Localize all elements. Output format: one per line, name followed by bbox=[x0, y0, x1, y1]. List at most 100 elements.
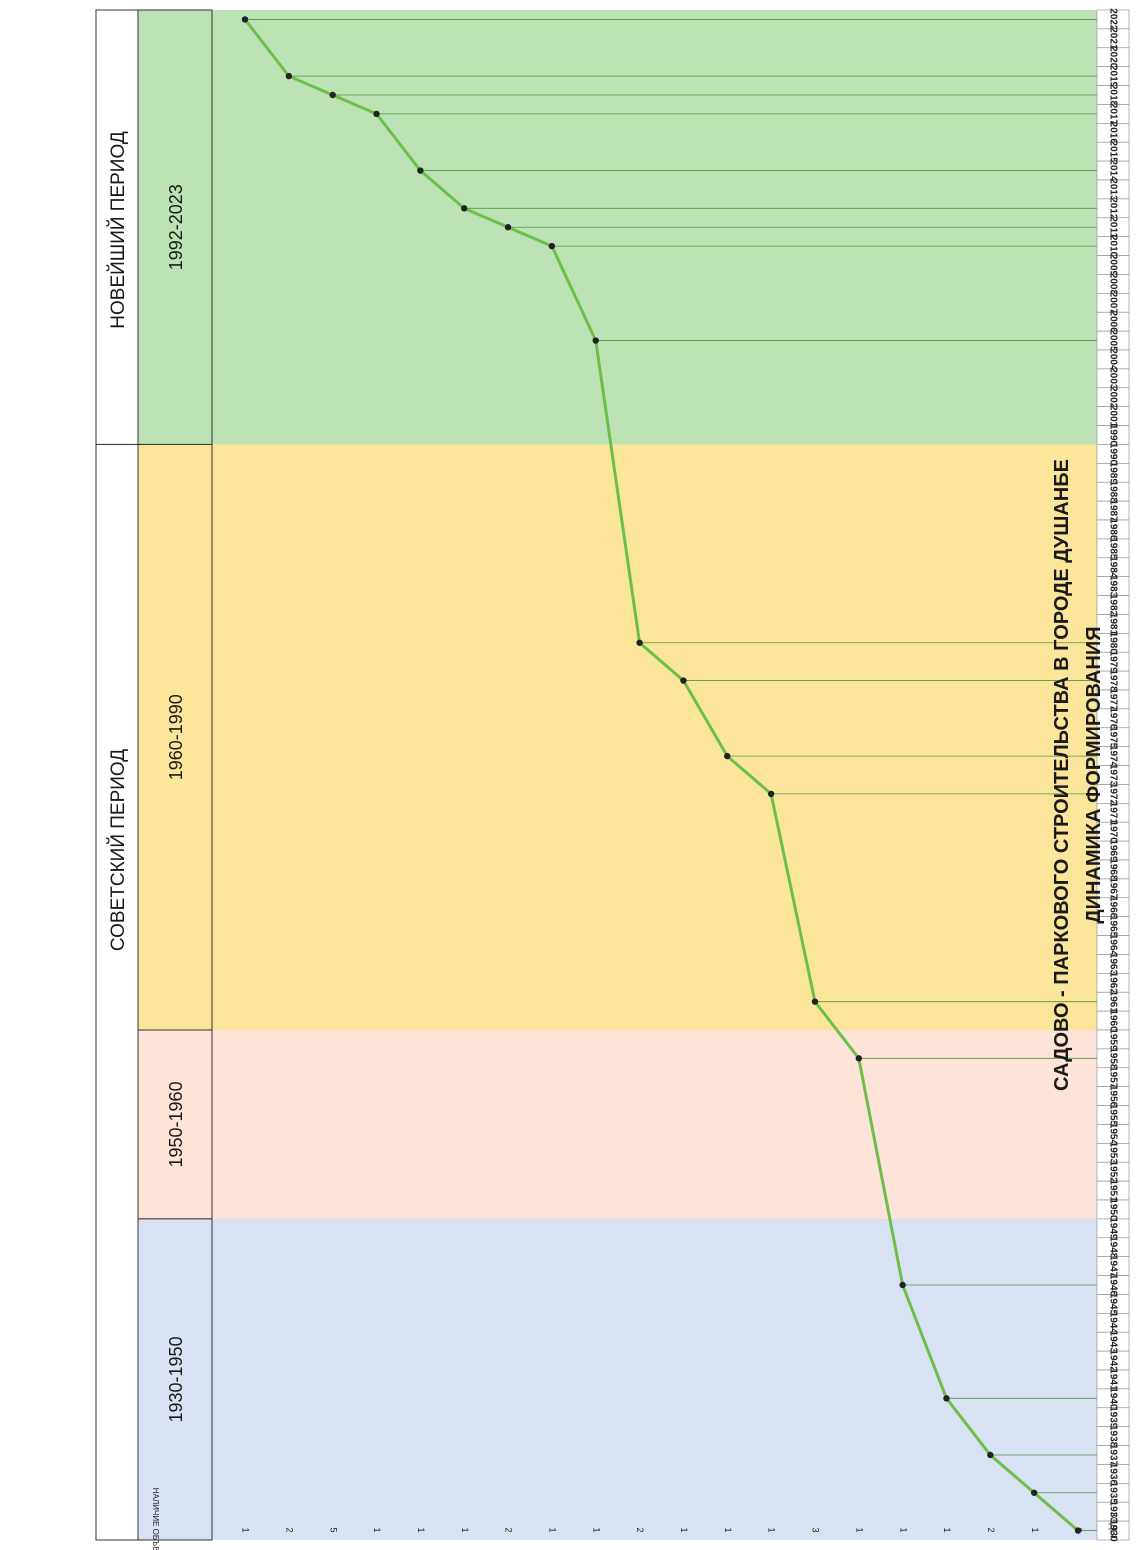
year-label: 1948 bbox=[1107, 1236, 1118, 1259]
data-point bbox=[285, 72, 293, 80]
year-label: 1971 bbox=[1107, 802, 1118, 825]
year-label: 1984 bbox=[1107, 556, 1118, 579]
year-label: 1974 bbox=[1107, 745, 1118, 768]
year-label: 2014 bbox=[1107, 159, 1118, 182]
year-label: 1987 bbox=[1107, 499, 1118, 522]
data-point bbox=[636, 639, 643, 646]
year-label: 1956 bbox=[1107, 1085, 1118, 1108]
years-header: ГОДЫ bbox=[1109, 1512, 1119, 1537]
year-label: 1942 bbox=[1107, 1349, 1118, 1372]
guide-lines bbox=[245, 19, 1097, 1531]
year-label: 1955 bbox=[1107, 1104, 1118, 1127]
year-label: 1977 bbox=[1107, 688, 1118, 711]
count-label: 2 bbox=[986, 1527, 996, 1532]
year-label: 1967 bbox=[1107, 877, 1118, 900]
count-label: 1 bbox=[942, 1527, 952, 1532]
year-label: 1979 bbox=[1107, 651, 1118, 674]
data-point bbox=[241, 16, 249, 23]
year-label: 1952 bbox=[1107, 1161, 1118, 1184]
count-label: 1 bbox=[723, 1527, 733, 1532]
count-label: 1 bbox=[241, 1527, 251, 1532]
year-label: 2015 bbox=[1107, 141, 1118, 164]
year-label: 1950 bbox=[1107, 1198, 1118, 1221]
year-label: 1937 bbox=[1107, 1444, 1118, 1467]
year-label: 1982 bbox=[1107, 594, 1118, 617]
data-point bbox=[680, 677, 687, 684]
year-label: 1980 bbox=[1107, 632, 1118, 655]
data-point bbox=[987, 1451, 994, 1459]
count-label: 1 bbox=[898, 1527, 908, 1532]
year-label: 1964 bbox=[1107, 934, 1118, 957]
year-label: 2018 bbox=[1107, 84, 1118, 107]
year-label: 1981 bbox=[1107, 613, 1118, 636]
year-label: 2005 bbox=[1107, 329, 1118, 352]
count-label: 1 bbox=[460, 1527, 470, 1532]
year-label: 1957 bbox=[1107, 1066, 1118, 1089]
data-point bbox=[899, 1281, 906, 1289]
period-label: СОВЕТСКИЙ ПЕРИОД bbox=[107, 749, 129, 951]
data-point bbox=[855, 1055, 862, 1062]
year-label: 2001 bbox=[1107, 405, 1118, 428]
year-label: 2021 bbox=[1107, 27, 1118, 50]
year-label: 1973 bbox=[1107, 764, 1118, 787]
year-label: 1972 bbox=[1107, 783, 1118, 806]
data-point bbox=[724, 752, 731, 760]
year-label: 1945 bbox=[1107, 1293, 1118, 1316]
period-band bbox=[138, 444, 1097, 1030]
year-label: 1953 bbox=[1107, 1142, 1118, 1165]
count-label: 1 bbox=[767, 1527, 777, 1532]
year-label: 1941 bbox=[1107, 1368, 1118, 1391]
range-label: 1992-2023 bbox=[166, 184, 186, 270]
data-point bbox=[373, 110, 380, 118]
year-label: 1961 bbox=[1107, 991, 1118, 1014]
year-label: 1986 bbox=[1107, 518, 1118, 541]
year-label: 1975 bbox=[1107, 726, 1118, 749]
year-label: 2007 bbox=[1107, 292, 1118, 315]
year-label: 2004 bbox=[1107, 348, 1118, 371]
year-label: 2009 bbox=[1107, 254, 1118, 277]
year-label: 1930 bbox=[1107, 1519, 1118, 1542]
range-label: 1930-1950 bbox=[166, 1336, 186, 1422]
year-label: 1951 bbox=[1107, 1179, 1118, 1202]
year-label: 1990 bbox=[1107, 443, 1118, 466]
period-band bbox=[138, 1218, 1097, 1540]
year-label: 1989 bbox=[1107, 462, 1118, 485]
year-label: 1965 bbox=[1107, 915, 1118, 938]
data-point bbox=[592, 337, 599, 344]
year-label: 1954 bbox=[1107, 1123, 1118, 1146]
data-point bbox=[943, 1395, 950, 1402]
data-point bbox=[329, 91, 336, 99]
year-label: 1976 bbox=[1107, 707, 1118, 730]
year-label: 1943 bbox=[1107, 1331, 1118, 1354]
range-label: 1950-1960 bbox=[166, 1081, 186, 1167]
count-label: 1 bbox=[591, 1527, 601, 1532]
chart-subtitle: САДОВО - ПАРКОВОГО СТРОИТЕЛЬСТВА В ГОРОД… bbox=[1051, 459, 1073, 1091]
period-band bbox=[138, 1030, 1097, 1219]
year-label: 1940 bbox=[1107, 1387, 1118, 1410]
year-label: 2011 bbox=[1107, 216, 1118, 238]
year-label: 1959 bbox=[1107, 1028, 1118, 1051]
count-row: НАЛИЧИЕ ОБЪЕКТОВ 1 2 5 1 1 1 2 1 1 2 1 1 1 3 1 1 1 2 1 3 bbox=[151, 1488, 1084, 1550]
count-label: 1 bbox=[372, 1527, 382, 1532]
year-label: 2013 bbox=[1107, 178, 1118, 201]
year-label: 1933 bbox=[1107, 1501, 1118, 1524]
data-point bbox=[811, 998, 819, 1005]
count-label: 1 bbox=[679, 1527, 689, 1532]
year-label: 1969 bbox=[1107, 839, 1118, 862]
count-label: 1 bbox=[548, 1527, 558, 1532]
count-label: 2 bbox=[635, 1527, 645, 1532]
year-axis: 2022202120202019201820172016201520142013… bbox=[1096, 8, 1130, 1542]
chart-title: ДИНАМИКА ФОРМИРОВАНИЯ bbox=[1083, 626, 1105, 923]
year-label: 1968 bbox=[1107, 858, 1118, 881]
year-label: 2022 bbox=[1107, 8, 1118, 31]
count-label: 3 bbox=[1074, 1527, 1084, 1532]
year-cell bbox=[1096, 1520, 1130, 1541]
data-point bbox=[1030, 1489, 1038, 1496]
year-label: 2010 bbox=[1107, 235, 1118, 258]
year-label: 1939 bbox=[1107, 1406, 1118, 1429]
year-label: 1949 bbox=[1107, 1217, 1118, 1240]
data-point bbox=[417, 167, 424, 174]
year-label: 2016 bbox=[1107, 122, 1118, 145]
period-label: НОВЕЙШИЙ ПЕРИОД bbox=[107, 131, 129, 329]
